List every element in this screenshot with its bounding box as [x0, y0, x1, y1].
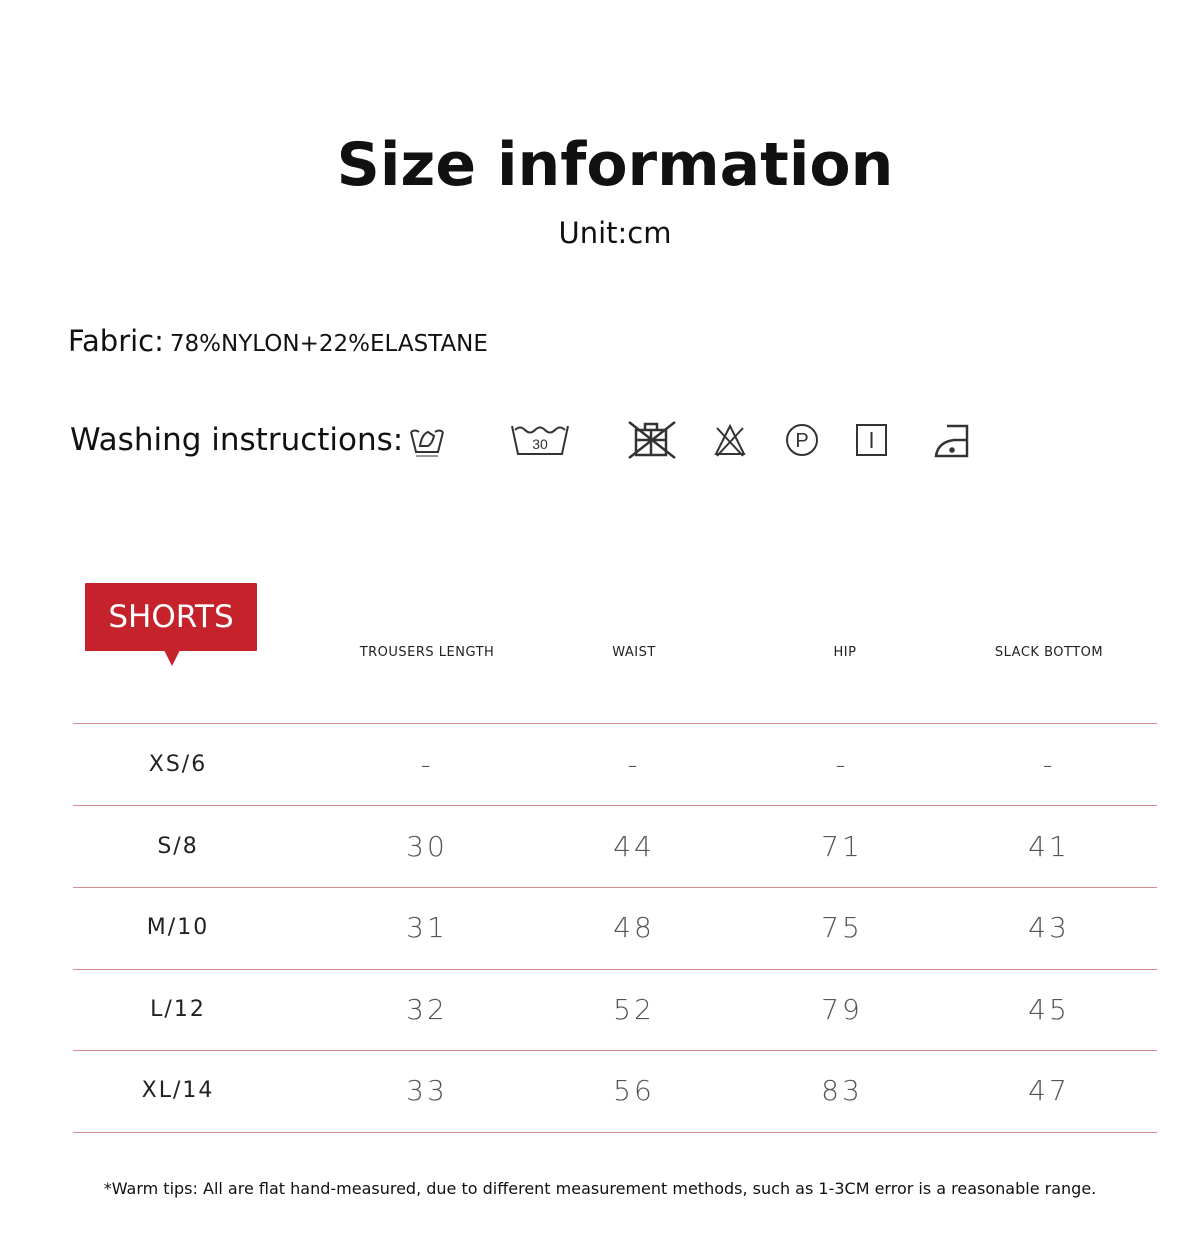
measurement-cell: -: [835, 748, 849, 781]
measurement-cell: 56: [613, 1074, 655, 1107]
warm-tip: *Warm tips: All are flat hand-measured, …: [103, 1179, 1097, 1198]
size-label: XS/6: [148, 752, 208, 777]
row-divider: [73, 723, 1157, 724]
table-row: XL/14 33 56 83 47: [0, 1050, 1200, 1132]
iron-low-heat-icon: [933, 420, 973, 460]
page-title: Size information: [336, 130, 894, 200]
fabric-value: 78%NYLON+22%ELASTANE: [169, 331, 488, 357]
row-divider: [73, 805, 1157, 806]
fabric-info: Fabric: 78%NYLON+22%ELASTANE: [68, 324, 488, 358]
unit-label: Unit:cm: [558, 216, 672, 250]
row-divider: [73, 887, 1157, 888]
row-divider: [73, 1132, 1157, 1133]
do-not-bleach-icon: [713, 420, 747, 460]
do-not-tumble-dry-icon: [627, 420, 677, 460]
measurement-cell: 44: [613, 830, 655, 863]
size-label: L/12: [150, 997, 206, 1022]
measurement-cell: 45: [1028, 993, 1070, 1026]
measurement-cell: 83: [821, 1074, 863, 1107]
size-label: S/8: [157, 834, 199, 859]
measurement-cell: -: [1042, 748, 1056, 781]
hand-wash-icon: [408, 420, 446, 460]
measurement-cell: 52: [613, 993, 655, 1026]
measurement-cell: 30: [406, 830, 448, 863]
measurement-cell: 31: [406, 911, 448, 944]
header-slack-bottom: SLACK BOTTOM: [994, 645, 1104, 660]
wash-30-icon: 30: [510, 420, 570, 460]
measurement-cell: 33: [406, 1074, 448, 1107]
line-dry-icon: [855, 420, 889, 460]
size-label: XL/14: [141, 1078, 215, 1103]
size-label: M/10: [146, 915, 210, 940]
fabric-label: Fabric:: [68, 324, 164, 358]
table-row: M/10 31 48 75 43: [0, 887, 1200, 969]
table-row: S/8 30 44 71 41: [0, 806, 1200, 888]
measurement-cell: 32: [406, 993, 448, 1026]
measurement-cell: 43: [1028, 911, 1070, 944]
header-waist: WAIST: [612, 645, 656, 660]
measurement-cell: -: [627, 748, 641, 781]
svg-text:30: 30: [532, 436, 548, 452]
measurement-cell: 47: [1028, 1074, 1070, 1107]
washing-label: Washing instructions:: [70, 422, 404, 458]
measurement-cell: 41: [1028, 830, 1070, 863]
badge-pointer: [164, 650, 180, 666]
header-hip: HIP: [833, 645, 857, 660]
measurement-cell: 79: [821, 993, 863, 1026]
professional-dry-clean-icon: P: [784, 420, 820, 460]
measurement-cell: 71: [821, 830, 863, 863]
measurement-cell: -: [420, 748, 434, 781]
row-divider: [73, 1050, 1157, 1051]
measurement-cell: 48: [613, 911, 655, 944]
category-badge: SHORTS: [85, 583, 257, 651]
header-trousers-length: TROUSERS LENGTH: [359, 645, 495, 660]
measurement-cell: 75: [821, 911, 863, 944]
table-row: XS/6 - - - -: [0, 724, 1200, 806]
svg-text:P: P: [795, 430, 808, 452]
table-row: L/12 32 52 79 45: [0, 969, 1200, 1051]
row-divider: [73, 969, 1157, 970]
